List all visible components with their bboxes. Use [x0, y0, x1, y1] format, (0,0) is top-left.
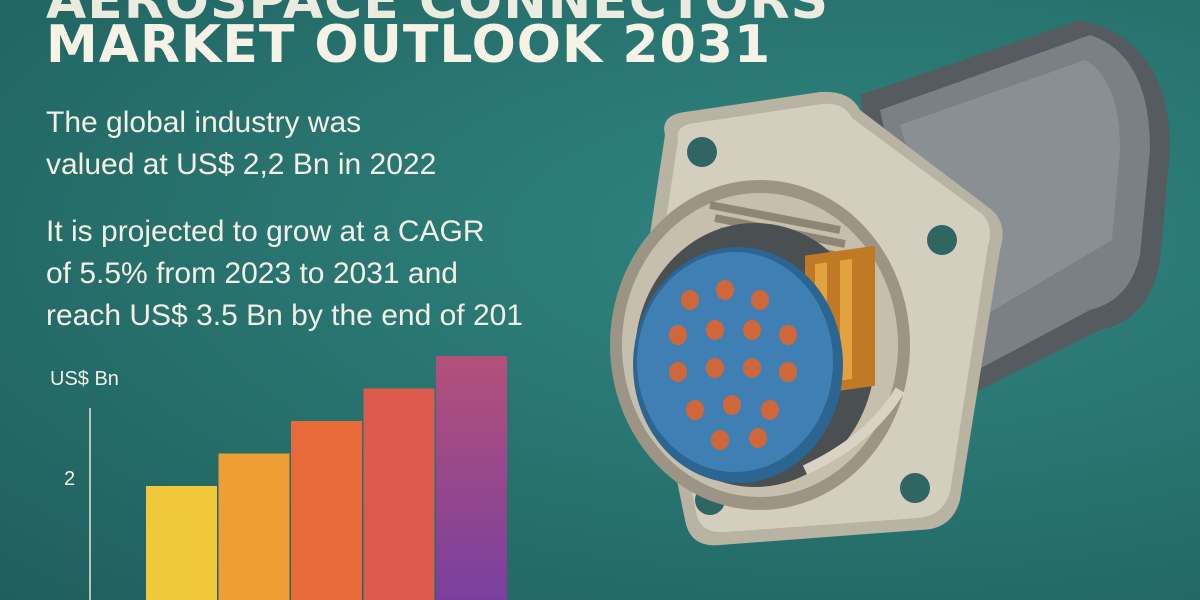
projection-line-3: reach US$ 3.5 Bn by the end of 201 — [46, 299, 523, 332]
contact-pin-icon — [743, 358, 761, 378]
bar-3 — [291, 421, 362, 600]
y-tick-label: 2 — [64, 468, 76, 490]
bar-5 — [436, 356, 507, 600]
contact-pin-icon — [686, 400, 704, 420]
page-title: AEROSPACE CONNECTORS MARKET OUTLOOK 2031 — [46, 0, 828, 76]
title-top-line: AEROSPACE CONNECTORS — [46, 0, 830, 31]
retaining-clip — [802, 387, 905, 475]
contact-pin-icon — [779, 362, 797, 382]
projection-line-1: It is projected to grow at a CAGR — [46, 215, 485, 248]
contact-pin-icon — [706, 358, 724, 378]
projection-text: It is projected to grow at a CAGR of 5.5… — [46, 211, 523, 337]
bar-2 — [218, 453, 290, 600]
flange-hole-icon — [687, 137, 717, 167]
connector-insert — [633, 247, 843, 483]
contact-pin-icon — [743, 320, 761, 340]
y-axis-unit-label: US$ Bn — [50, 368, 119, 390]
projection-line-2: of 5.5% from 2023 to 2031 and — [46, 257, 458, 290]
aerospace-connector-illustration — [610, 20, 1170, 546]
contact-pin-icon — [779, 325, 797, 345]
contact-pin-icon — [711, 430, 729, 450]
contact-pin-icon — [749, 428, 767, 448]
bar-chart — [89, 356, 507, 600]
title-main-line: MARKET OUTLOOK 2031 — [46, 15, 772, 75]
flange-hole-icon — [927, 225, 957, 255]
bar-1 — [146, 486, 217, 600]
bar-4 — [363, 388, 435, 600]
valuation-line-1: The global industry was — [46, 106, 362, 139]
contact-pin-icon — [761, 400, 779, 420]
contact-pin-icon — [751, 290, 769, 310]
contact-pin-icon — [706, 320, 724, 340]
contact-pin-icon — [669, 362, 687, 382]
valuation-line-2: valued at US$ 2,2 Bn in 2022 — [46, 148, 437, 181]
contact-pin-icon — [723, 395, 741, 415]
contact-pin-icon — [669, 325, 687, 345]
contact-pin-icon — [681, 290, 699, 310]
contact-pin-icon — [716, 280, 734, 300]
valuation-text: The global industry was valued at US$ 2,… — [46, 102, 436, 186]
flange-hole-icon — [900, 473, 930, 503]
